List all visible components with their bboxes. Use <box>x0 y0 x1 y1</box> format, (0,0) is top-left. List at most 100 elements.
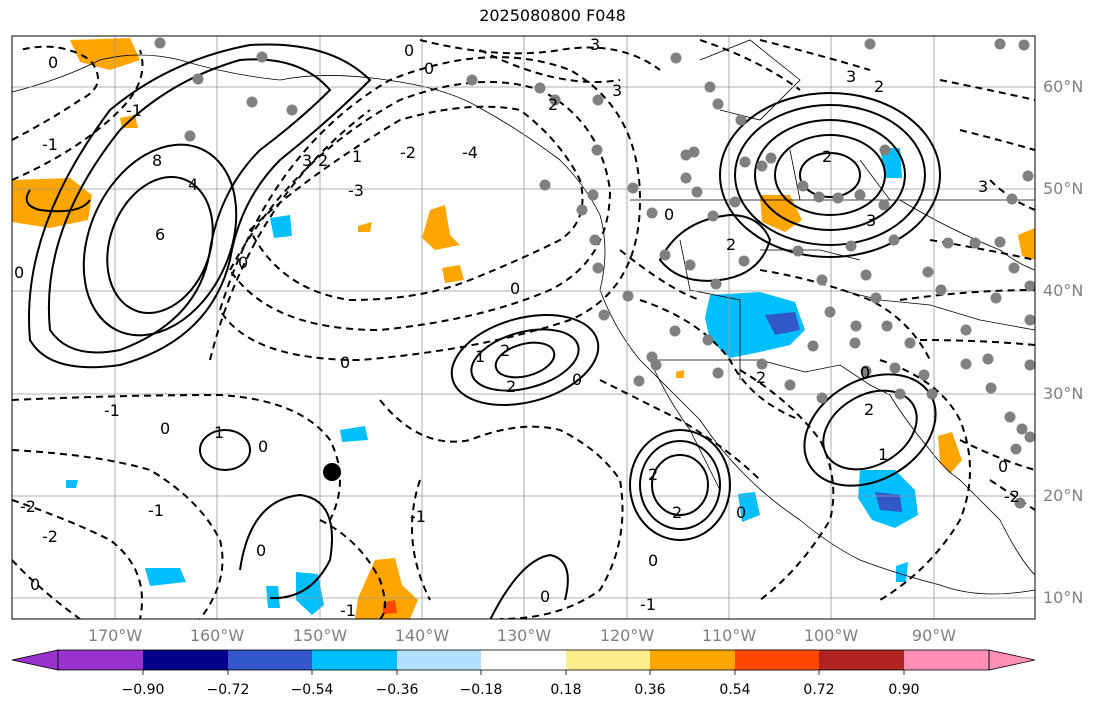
lat-label-10n: 10°N <box>1043 588 1084 607</box>
contour-label: 0 <box>572 370 582 389</box>
lon-label-130w: 130°W <box>496 626 552 645</box>
colorbar-tick-label: 0.90 <box>888 682 920 698</box>
contour-label: 0 <box>340 353 350 372</box>
contour-label: -1 <box>104 401 120 420</box>
map-title: 2025080800 F048 <box>479 6 626 25</box>
colorbar-bin <box>650 650 735 670</box>
colorbar-tick-label: 0.18 <box>550 682 582 698</box>
contour-label: -2 <box>20 497 36 516</box>
contour-label: 0 <box>648 551 658 570</box>
contour-label: 0 <box>160 419 170 438</box>
contour-label: 2 <box>756 368 766 387</box>
lon-label-100w: 100°W <box>803 626 859 645</box>
contour-label: 3 <box>590 35 600 54</box>
lat-label-20n: 20°N <box>1043 486 1084 505</box>
map-border <box>11 35 1036 620</box>
contour-label: 2 <box>548 95 558 114</box>
lon-label-150w: 150°W <box>292 626 348 645</box>
lon-label-110w: 110°W <box>701 626 757 645</box>
contour-label: 3 <box>302 151 312 170</box>
contour-label: 2 <box>726 235 736 254</box>
lon-label-140w: 140°W <box>394 626 450 645</box>
colorbar-bin <box>143 650 228 670</box>
contour-label: -2 <box>1004 487 1020 506</box>
colorbar-bin <box>735 650 819 670</box>
contour-label: 6 <box>155 225 165 244</box>
lat-label-40n: 40°N <box>1043 281 1084 300</box>
contour-label: -2 <box>42 527 58 546</box>
contour-label: 3 <box>846 67 856 86</box>
contour-label: 0 <box>540 587 550 606</box>
colorbar-tick-label: −0.90 <box>121 682 165 698</box>
contour-label: -1 <box>410 507 426 526</box>
contour-label: 0 <box>258 437 268 456</box>
contour-label: 0 <box>48 53 58 72</box>
contour-label: 2 <box>500 341 510 360</box>
highlight-station-marker <box>323 463 341 481</box>
colorbar-bin <box>819 650 904 670</box>
negative-shading <box>66 148 918 615</box>
lat-label-50n: 50°N <box>1043 179 1084 198</box>
positive-contours <box>25 43 941 619</box>
colorbar-bin <box>566 650 650 670</box>
colorbar-bin <box>904 650 989 670</box>
colorbar-tick-label: −0.54 <box>290 682 334 698</box>
contour-label: 2 <box>864 400 874 419</box>
contour-label: 0 <box>510 279 520 298</box>
colorbar-bin <box>397 650 481 670</box>
contour-label: 0 <box>14 263 24 282</box>
colorbar-tick-label: 0.72 <box>803 682 835 698</box>
colorbar-tick-label: 0.54 <box>719 682 751 698</box>
contour-label: 1 <box>475 347 485 366</box>
lon-label-160w: 160°W <box>189 626 245 645</box>
contour-label: 4 <box>188 175 198 194</box>
contour-label: -1 <box>340 601 356 620</box>
contour-label: 1 <box>878 445 888 464</box>
lon-label-120w: 120°W <box>599 626 655 645</box>
contour-label: 3 <box>866 211 876 230</box>
colorbar <box>11 649 1036 675</box>
colorbar-tick-label: 0.36 <box>634 682 666 698</box>
contour-label: -1 <box>42 135 58 154</box>
contour-label: 0 <box>424 59 434 78</box>
colorbar-bin <box>228 650 312 670</box>
colorbar-tick-label: −0.72 <box>206 682 250 698</box>
contour-label: 0 <box>30 575 40 594</box>
colorbar-over-arrow <box>988 649 1036 671</box>
contour-label: 2 <box>506 377 516 396</box>
contour-label: 0 <box>256 541 266 560</box>
colorbar-under-arrow <box>11 649 59 671</box>
contour-label: 2 <box>672 503 682 522</box>
station-markers <box>154 37 1035 509</box>
colorbar-tick-label: −0.18 <box>459 682 503 698</box>
lat-label-30n: 30°N <box>1043 384 1084 403</box>
contour-label: 0 <box>998 457 1008 476</box>
colorbar-bin <box>481 650 566 670</box>
contour-label: 2 <box>874 77 884 96</box>
negative-contours <box>12 39 1035 619</box>
lat-label-60n: 60°N <box>1043 77 1084 96</box>
contour-label: 0 <box>736 503 746 522</box>
lon-label-90w: 90°W <box>911 626 957 645</box>
contour-label: 8 <box>152 151 162 170</box>
contour-label: 2 <box>822 147 832 166</box>
colorbar-bin <box>58 650 143 670</box>
contour-label: 0 <box>404 41 414 60</box>
contour-label: 1 <box>214 423 224 442</box>
contour-label: 2 <box>648 465 658 484</box>
contour-label: 0 <box>860 363 870 382</box>
colorbar-tick-label: −0.36 <box>375 682 419 698</box>
contour-label: -2 <box>400 143 416 162</box>
contour-label: 3 <box>978 177 988 196</box>
contour-label: -1 <box>640 595 656 614</box>
contour-label: -1 <box>148 501 164 520</box>
contour-label: -4 <box>462 143 478 162</box>
contour-label: 2 <box>318 151 328 170</box>
contour-label: 0 <box>238 253 248 272</box>
positive-shading <box>12 38 1035 619</box>
lat-lon-grid <box>12 36 1035 619</box>
contour-value-labels: 8 6 4 3 2 0 1 -3 -4 -2 1 2 2 0 2 2 2 3 2… <box>14 35 1020 620</box>
lon-label-170w: 170°W <box>87 626 143 645</box>
contour-label: -1 <box>126 101 142 120</box>
